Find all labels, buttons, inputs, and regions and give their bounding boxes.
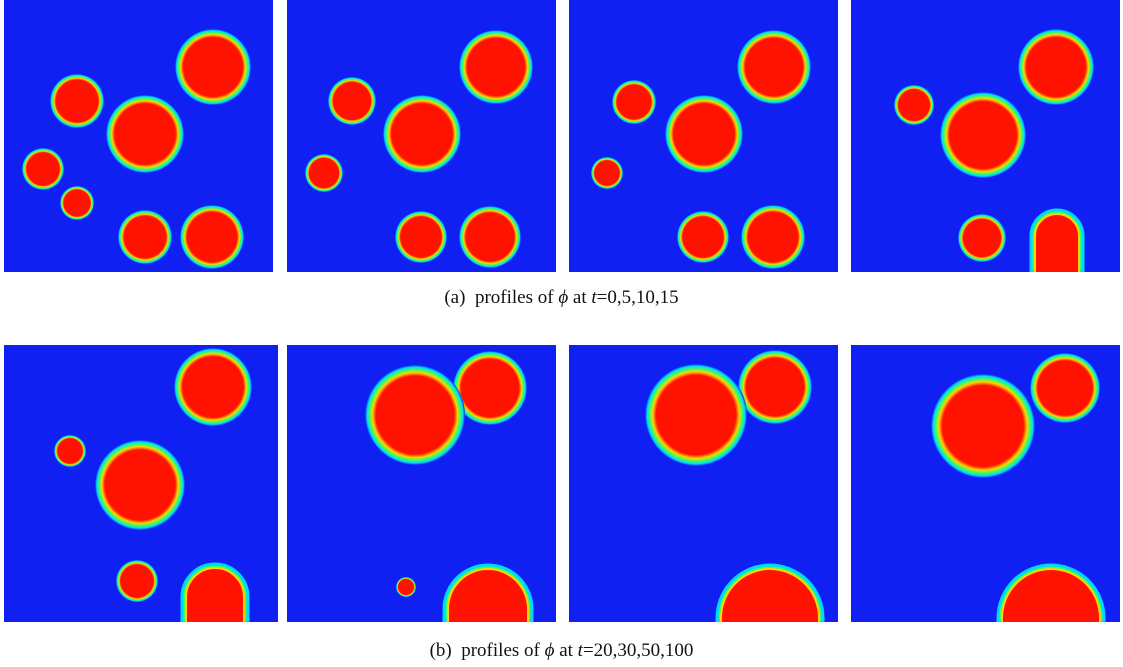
caption-text: at <box>559 640 573 661</box>
phi-profile-panel-t50 <box>569 345 838 622</box>
droplets <box>931 353 1106 622</box>
droplets <box>305 30 533 268</box>
droplet <box>453 351 527 425</box>
droplet-field <box>54 348 252 622</box>
equals-sign: = <box>596 287 608 308</box>
phi-profile-panel-t0 <box>4 0 273 272</box>
droplet <box>383 95 461 173</box>
droplets <box>54 348 252 622</box>
caption-a: (a) profiles of ϕ at t=0,5,10,15 <box>0 287 1123 309</box>
droplet <box>174 348 252 426</box>
row-b: (b) profiles of ϕ at t=20,30,50,100 <box>0 345 1123 667</box>
phi-symbol: ϕ <box>544 640 555 661</box>
merging-droplet-core <box>1001 568 1101 622</box>
droplet-field <box>591 30 811 269</box>
droplet-field <box>645 350 825 622</box>
merging-droplet-core <box>720 568 820 622</box>
droplet <box>365 365 465 465</box>
droplets <box>22 29 251 269</box>
phi-profile-panel-t10 <box>569 0 838 272</box>
droplets <box>645 350 825 622</box>
droplets <box>894 29 1094 272</box>
droplet <box>737 30 811 104</box>
merging-droplet-core <box>185 567 245 622</box>
droplet <box>459 30 533 104</box>
droplet <box>1030 353 1100 423</box>
droplet <box>54 435 86 467</box>
phi-profile-panel-t20 <box>4 345 278 622</box>
caption-label: (b) <box>429 640 452 661</box>
droplet <box>116 560 158 602</box>
merging-droplet-core <box>1034 213 1080 272</box>
droplet <box>931 374 1035 478</box>
droplet-field <box>931 353 1106 622</box>
droplet-field <box>22 29 251 269</box>
droplet <box>328 77 376 125</box>
phi-profile-panel-t100 <box>851 345 1120 622</box>
equals-sign: = <box>582 640 594 661</box>
phi-symbol: ϕ <box>558 287 569 308</box>
caption-text: profiles of <box>474 287 554 308</box>
droplet <box>106 95 184 173</box>
time-values: 0,5,10,15 <box>607 287 679 308</box>
droplet <box>894 85 934 125</box>
droplet-field <box>305 30 533 268</box>
droplet <box>738 350 812 424</box>
droplet <box>1018 29 1094 105</box>
droplet <box>395 211 447 263</box>
droplet <box>22 148 64 190</box>
droplet <box>50 74 104 128</box>
row-a: (a) profiles of ϕ at t=0,5,10,15 <box>0 0 1123 309</box>
droplet <box>665 95 743 173</box>
droplet <box>958 214 1006 262</box>
merging-droplet-core <box>447 568 529 622</box>
droplet <box>591 157 623 189</box>
phi-profile-panel-t30 <box>287 345 556 622</box>
droplet <box>677 211 729 263</box>
droplet <box>95 440 185 530</box>
droplet <box>118 210 172 264</box>
phi-profile-panel-t5 <box>287 0 556 272</box>
caption-b: (b) profiles of ϕ at t=20,30,50,100 <box>0 640 1123 662</box>
time-values: 20,30,50,100 <box>593 640 694 661</box>
droplet <box>645 364 747 466</box>
droplets <box>365 351 534 622</box>
droplet <box>741 205 805 269</box>
caption-text: profiles of <box>461 640 540 661</box>
time-symbol: t <box>591 287 597 308</box>
droplet <box>940 92 1026 178</box>
droplet <box>180 205 244 269</box>
phi-profile-panel-t15 <box>851 0 1120 272</box>
droplet <box>459 206 521 268</box>
droplet <box>612 80 656 124</box>
droplet-field <box>365 351 534 622</box>
droplet <box>60 186 94 220</box>
droplet <box>305 154 343 192</box>
caption-label: (a) <box>444 287 466 308</box>
time-symbol: t <box>577 640 583 661</box>
droplet <box>175 29 251 105</box>
droplet <box>396 577 416 597</box>
droplet-field <box>894 29 1094 272</box>
caption-text: at <box>572 287 587 308</box>
droplets <box>591 30 811 269</box>
